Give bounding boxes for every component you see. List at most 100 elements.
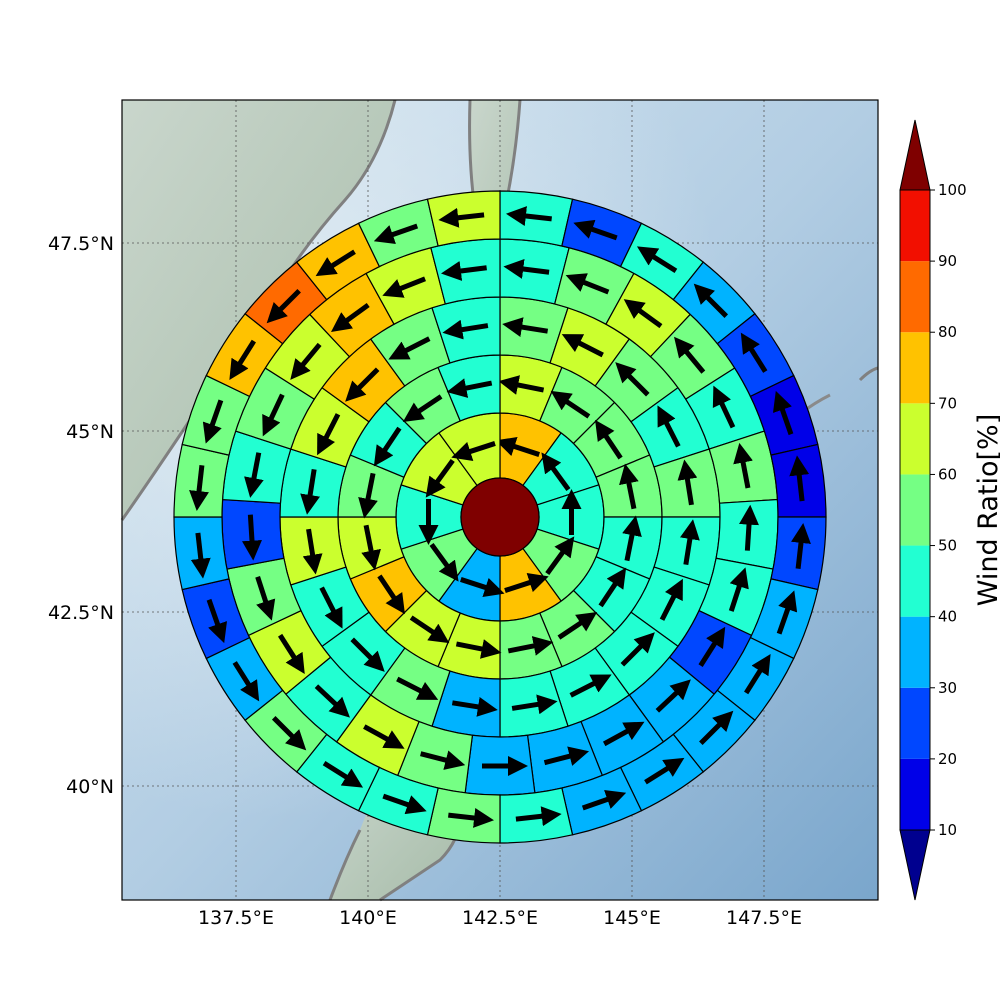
wind-arrow xyxy=(740,332,768,373)
wind-arrow xyxy=(557,612,598,640)
colorbar-tick-label: 50 xyxy=(938,537,957,555)
wind-arrow xyxy=(655,679,691,713)
lon-label: 145°E xyxy=(603,907,661,929)
map-frame xyxy=(121,99,879,901)
wind-arrow xyxy=(772,390,794,436)
wind-arrow xyxy=(598,567,627,608)
colorbar-tick-label: 90 xyxy=(938,252,957,270)
wind-arrow xyxy=(425,458,455,498)
wind-arrow xyxy=(659,578,683,621)
wind-arrow xyxy=(595,419,623,460)
wind-arrow xyxy=(266,288,301,324)
wind-arrow xyxy=(319,586,343,629)
wind-arrow xyxy=(680,519,700,566)
wind-arrow xyxy=(789,455,810,502)
wind-arrow xyxy=(550,390,591,419)
wind-arrow xyxy=(409,615,450,644)
wind-arrow xyxy=(229,339,256,381)
wind-arrow xyxy=(202,399,224,444)
wind-arrow xyxy=(622,515,642,562)
wind-arrow xyxy=(693,283,729,318)
wind-arrow xyxy=(189,465,209,512)
wind-arrow xyxy=(373,426,402,467)
wind-arrow xyxy=(232,661,260,702)
wind-arrow xyxy=(278,633,305,675)
wind-arrow xyxy=(744,653,771,695)
wind-arrow xyxy=(636,246,678,273)
wind-arrow xyxy=(460,577,505,597)
wind-arrow xyxy=(396,676,439,700)
wind-arrow xyxy=(402,394,443,422)
wind-arrow xyxy=(728,567,749,612)
wind-arrow xyxy=(515,806,562,827)
wind-arrow xyxy=(505,206,552,226)
colorbar-tick-label: 60 xyxy=(938,465,957,483)
colorbar-segment xyxy=(900,332,930,404)
wind-arrow xyxy=(317,413,341,456)
wind-arrow xyxy=(451,697,498,717)
wind-arrow xyxy=(373,223,419,245)
colorbar-tick-label: 40 xyxy=(938,608,957,626)
wind-arrow xyxy=(314,684,350,718)
wind-arrow xyxy=(543,746,590,766)
wind-arrow xyxy=(302,528,323,575)
colorbar-extend-high xyxy=(899,119,931,191)
wind-arrow xyxy=(581,789,627,811)
wind-arrow xyxy=(791,522,811,569)
wind-arrow xyxy=(358,472,378,519)
wind-arrow xyxy=(677,459,698,506)
wind-arrow xyxy=(206,598,228,644)
wind-arrow xyxy=(776,590,798,635)
wind-arrow xyxy=(190,532,211,579)
colorbar-segment xyxy=(900,545,930,617)
wind-arrow xyxy=(623,299,663,329)
wind-arrow xyxy=(569,674,612,698)
wind-arrow xyxy=(545,536,575,576)
wind-arrow xyxy=(420,750,466,770)
colorbar-segment xyxy=(900,403,930,475)
lon-label: 137.5°E xyxy=(198,907,274,929)
colorbar-segment xyxy=(900,616,930,688)
wind-arrow xyxy=(271,716,307,751)
wind-arrow xyxy=(255,576,276,621)
colorbar-segment xyxy=(900,190,930,262)
lon-label: 147.5°E xyxy=(726,907,802,929)
wind-arrow xyxy=(363,724,405,749)
wind-arrow xyxy=(446,378,493,398)
wind-arrow xyxy=(511,694,558,715)
wind-arrow xyxy=(674,336,706,374)
colorbar-outline xyxy=(899,189,931,831)
wind-arrow xyxy=(377,574,405,615)
colorbar-tick-label: 10 xyxy=(938,821,957,839)
wind-arrow xyxy=(441,261,487,281)
colorbar-tick-label: 70 xyxy=(938,394,957,412)
lat-label: 45°N xyxy=(66,421,114,443)
wind-arrow xyxy=(541,452,571,492)
wind-arrow xyxy=(315,249,356,277)
lat-label: 42.5°N xyxy=(48,602,114,624)
wind-arrow xyxy=(561,334,604,358)
wind-arrow xyxy=(699,710,734,746)
wind-arrow xyxy=(507,636,554,656)
wind-arrow xyxy=(498,375,545,395)
wind-arrow xyxy=(330,302,370,333)
wind-arrow xyxy=(350,637,385,672)
wind-arrow xyxy=(244,452,264,498)
wind-arrow xyxy=(565,273,610,295)
lon-label: 142.5°E xyxy=(462,907,538,929)
colorbar-segment xyxy=(900,758,930,830)
lat-label: 40°N xyxy=(66,776,114,798)
colorbar-label: Wind Ratio[%] xyxy=(973,414,1000,606)
colorbar-segment xyxy=(900,474,930,546)
wind-arrow xyxy=(502,317,549,337)
wind-arrow xyxy=(361,524,381,571)
wind-arrow xyxy=(388,336,431,360)
wind-arrow xyxy=(733,442,753,489)
wind-arrow xyxy=(455,639,502,659)
wind-arrow xyxy=(495,437,540,457)
wind-arrow xyxy=(619,463,639,510)
lat-label: 47.5°N xyxy=(48,233,114,255)
wind-arrow xyxy=(739,504,759,551)
wind-arrow xyxy=(698,626,726,667)
